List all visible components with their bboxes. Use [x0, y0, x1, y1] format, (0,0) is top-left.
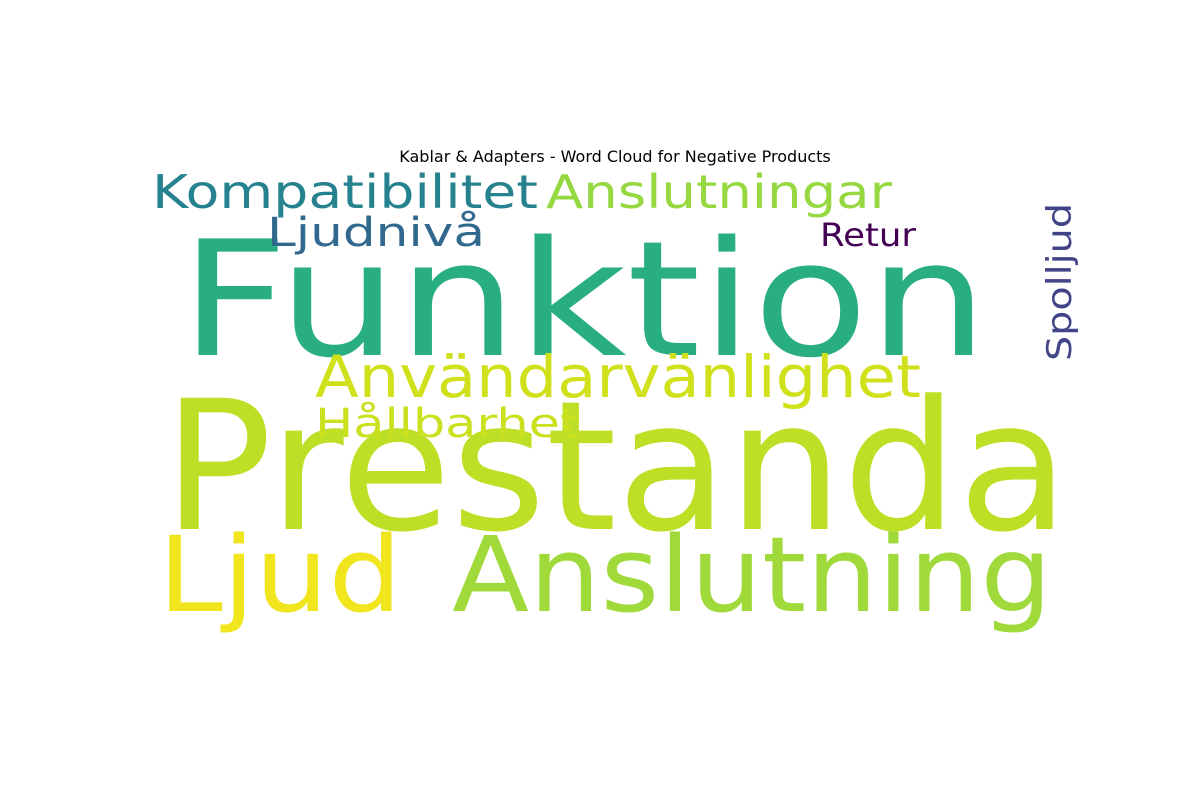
word-6: Kompatibilitet — [152, 165, 538, 219]
word-5: Användarvänlighet — [315, 343, 921, 411]
word-1: Prestanda — [163, 363, 1069, 572]
word-8: Hållbarhet — [315, 401, 580, 447]
word-4: Ljud — [158, 514, 402, 636]
word-3: Anslutning — [452, 514, 1052, 636]
word-10: Spolljud — [1040, 203, 1080, 361]
word-2: Funktion — [180, 206, 988, 393]
word-9: Ljudnivå — [267, 210, 485, 256]
word-11: Retur — [820, 216, 917, 254]
chart-title: Kablar & Adapters - Word Cloud for Negat… — [399, 147, 831, 166]
word-7: Anslutningar — [546, 165, 892, 219]
